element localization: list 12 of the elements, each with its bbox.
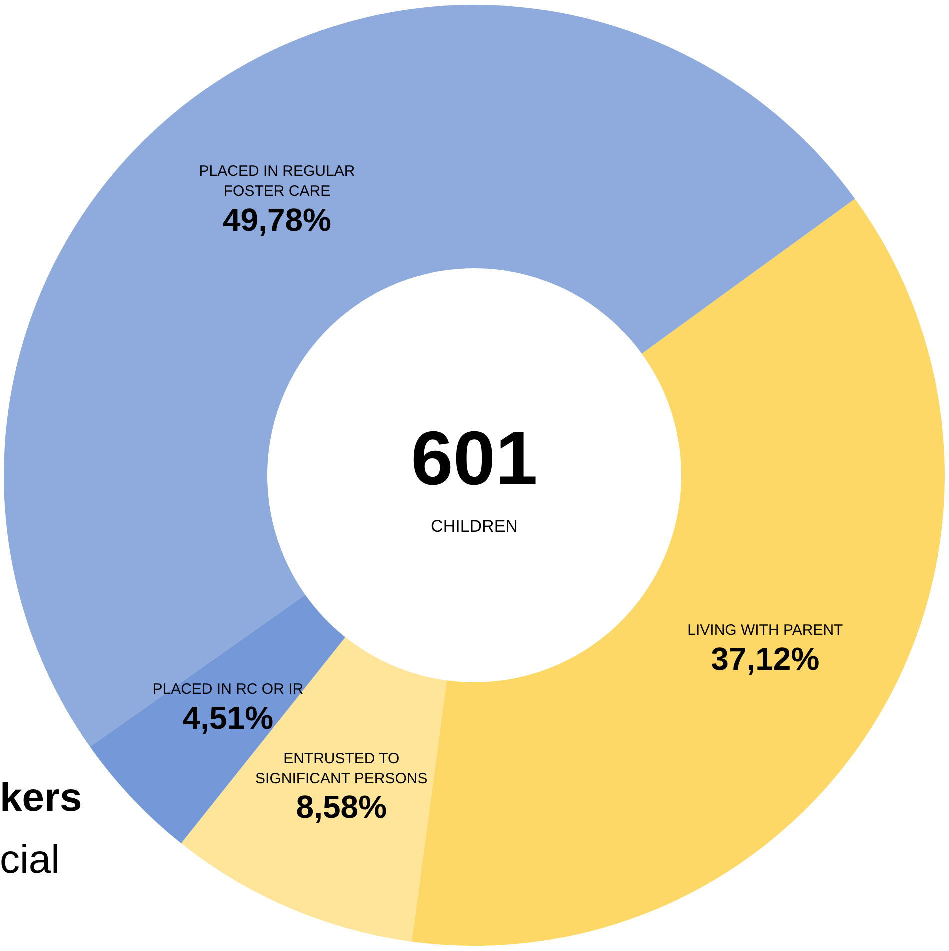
text: 601 <box>411 416 538 502</box>
data-label: 4,51% <box>182 700 274 736</box>
text: CHILDREN <box>431 517 518 536</box>
data-label: 8,58% <box>296 788 388 825</box>
data-label: 49,78% <box>222 202 332 238</box>
slice-label: PLACED IN REGULAR FOSTER CARE <box>199 163 356 200</box>
text: kers <box>0 776 82 820</box>
slice-label: LIVING WITH PARENT <box>688 622 844 640</box>
text: cial <box>0 838 60 882</box>
slice-label: PLACED IN RC OR IR <box>152 681 304 698</box>
data-label: 37,12% <box>711 640 820 677</box>
slice-label: ENTRUSTED TO SIGNIFICANT PERSONS <box>256 750 428 788</box>
